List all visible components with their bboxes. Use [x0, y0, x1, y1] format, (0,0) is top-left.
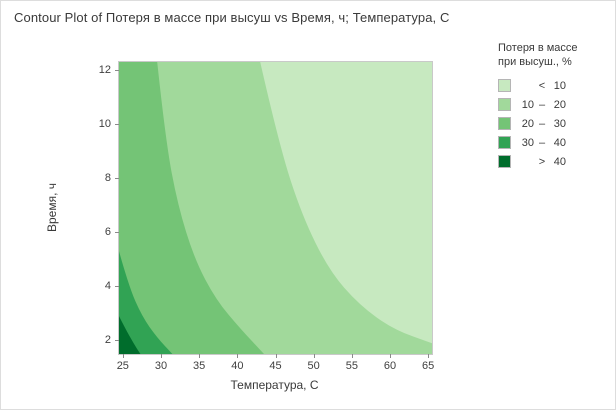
contour-plot: [119, 62, 432, 354]
legend-label: 10: [521, 98, 534, 111]
y-tick-mark: [115, 340, 119, 342]
legend-swatch: [498, 98, 511, 111]
x-tick-label: 65: [422, 360, 435, 372]
x-tick-mark: [428, 354, 430, 358]
y-tick-label: 2: [104, 334, 111, 347]
legend-row: 30–40: [498, 133, 578, 152]
x-tick-label: 40: [231, 360, 244, 372]
x-tick-mark: [390, 354, 391, 358]
legend-swatch: [498, 117, 511, 130]
y-tick-mark: [115, 286, 119, 288]
y-tick-mark: [115, 70, 119, 72]
y-axis-ticks: 2 4 6 8 10 12: [85, 62, 119, 354]
legend-swatch: [498, 79, 511, 92]
x-tick-mark: [275, 354, 277, 358]
legend-title-line1: Потеря в массе: [498, 42, 578, 54]
plot-area: 25 30 35 40 45 50 55 60 65 2 4 6 8 10 12: [99, 61, 434, 372]
legend-row: <10: [498, 76, 578, 95]
legend-entries: <10 10–20 20–30 30–40 >40: [498, 76, 578, 171]
x-axis-ticks: 25 30 35 40 45 50 55 60 65: [116, 354, 435, 376]
y-tick-label: 12: [98, 64, 111, 77]
legend-label: –: [538, 98, 546, 111]
y-tick-mark: [115, 178, 119, 180]
x-tick-label: 45: [269, 360, 282, 372]
legend-label: –: [538, 117, 546, 130]
legend-swatch: [498, 155, 511, 168]
legend-label: 20: [553, 98, 566, 111]
legend-label: 40: [553, 155, 566, 168]
y-tick-label: 4: [104, 280, 111, 293]
x-tick-label: 30: [154, 360, 168, 372]
contour-band-ge-20: [119, 62, 264, 354]
legend-label: 40: [553, 136, 566, 149]
chart-title: Contour Plot of Потеря в массе при высуш…: [14, 10, 450, 25]
contour-band-ge-40: [119, 316, 141, 354]
x-axis-label: Температура, C: [230, 378, 319, 392]
legend-label: >: [538, 155, 546, 168]
legend-title: Потеря в массе при высуш., %: [498, 41, 578, 69]
y-tick-label: 8: [104, 172, 111, 185]
y-tick-label: 10: [98, 118, 111, 131]
x-tick-mark: [122, 354, 124, 358]
x-tick-mark: [351, 354, 353, 358]
legend: Потеря в массе при высуш., % <10 10–20 20–…: [498, 41, 578, 171]
x-tick-label: 55: [345, 360, 358, 372]
contour-band-ge-30: [119, 251, 173, 354]
legend-row: 10–20: [498, 95, 578, 114]
legend-swatch: [498, 136, 511, 149]
legend-row: >40: [498, 152, 578, 171]
legend-title-line2: при высуш., %: [498, 56, 572, 68]
legend-label: 10: [553, 79, 566, 92]
y-tick-label: 6: [104, 226, 111, 239]
legend-label: 30: [521, 136, 534, 149]
legend-label: 20: [521, 117, 534, 130]
y-tick-mark: [115, 232, 119, 234]
x-tick-mark: [199, 354, 201, 358]
legend-label: <: [538, 79, 546, 92]
x-tick-mark: [160, 354, 162, 358]
x-tick-mark: [313, 354, 315, 358]
x-tick-mark: [237, 354, 239, 358]
x-tick-label: 35: [193, 360, 206, 372]
legend-label: 30: [553, 117, 566, 130]
y-axis-label: Время, ч: [45, 182, 59, 232]
x-tick-label: 60: [383, 360, 397, 372]
y-tick-mark: [115, 124, 119, 126]
x-tick-label: 50: [307, 360, 320, 372]
x-tick-label: 25: [116, 360, 129, 372]
legend-row: 20–30: [498, 114, 578, 133]
legend-label: –: [538, 136, 546, 149]
